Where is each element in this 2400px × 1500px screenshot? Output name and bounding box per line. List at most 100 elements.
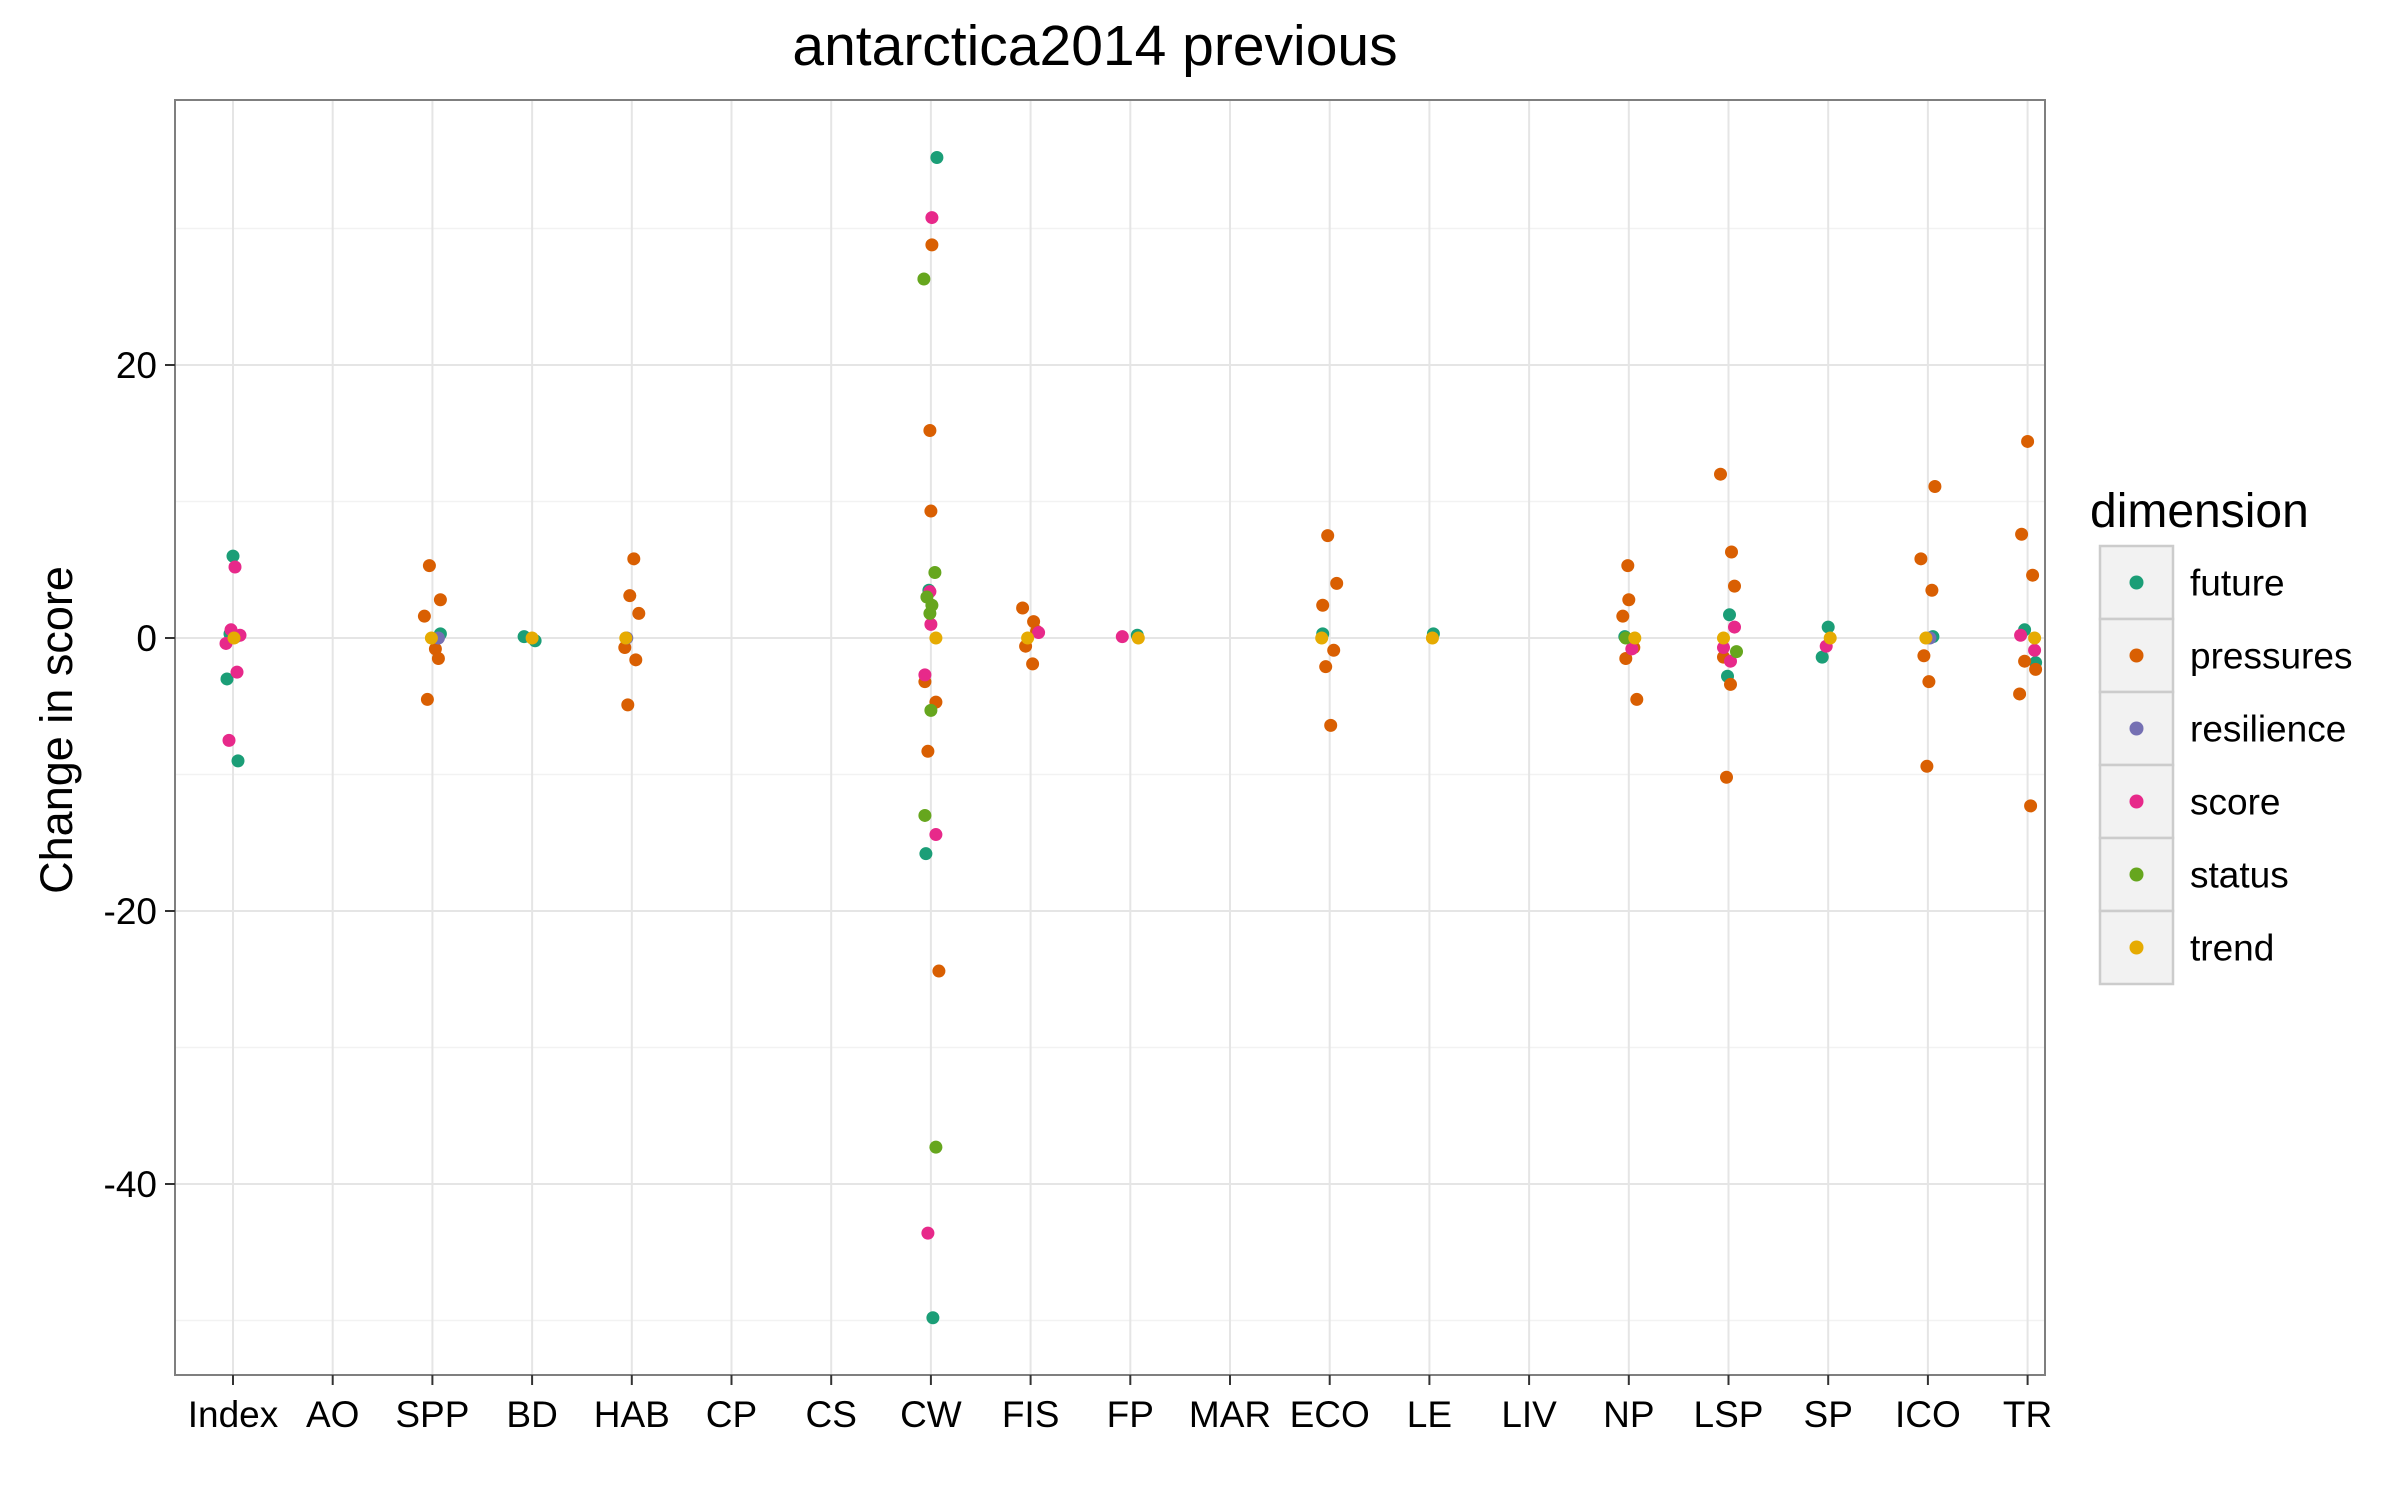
data-point-future (1815, 650, 1829, 664)
legend-label-status: status (2190, 855, 2289, 896)
data-point-status (1619, 631, 1633, 645)
data-point-pressures (1621, 559, 1635, 573)
data-point-score (1724, 654, 1737, 668)
x-tick-label: ECO (1290, 1394, 1370, 1435)
data-point-future (926, 1311, 940, 1325)
data-point-pressures (924, 504, 938, 518)
data-point-score (1728, 620, 1741, 634)
legend-label-resilience: resilience (2190, 709, 2346, 750)
data-point-score (1115, 630, 1129, 644)
y-tick-label: 20 (116, 345, 157, 386)
data-point-score (228, 560, 242, 574)
legend-label-score: score (2190, 782, 2280, 823)
legend-key-point-pressures (2129, 648, 2144, 663)
data-point-pressures (623, 589, 637, 603)
x-tick-label: HAB (594, 1394, 670, 1435)
data-point-pressures (923, 424, 937, 438)
data-point-pressures (632, 606, 646, 620)
data-point-pressures (1327, 643, 1341, 657)
data-point-pressures (1725, 545, 1738, 559)
x-tick-label: LSP (1694, 1394, 1764, 1435)
data-point-pressures (1622, 593, 1636, 607)
x-tick-label: Index (188, 1394, 279, 1435)
x-tick-label: ICO (1895, 1394, 1961, 1435)
data-point-pressures (417, 609, 431, 623)
data-point-score (222, 733, 236, 747)
y-tick-label: -20 (104, 891, 157, 932)
legend-key-point-score (2129, 794, 2144, 809)
data-point-pressures (621, 698, 635, 712)
data-point-future (231, 754, 245, 768)
data-point-pressures (1316, 598, 1330, 612)
panel-border (174, 99, 2046, 1376)
data-point-pressures (1914, 552, 1928, 566)
x-tick-label: SPP (395, 1394, 469, 1435)
data-point-pressures (2021, 434, 2035, 448)
data-point-pressures (2029, 662, 2043, 676)
data-point-status (928, 565, 942, 579)
x-tick-label: AO (306, 1394, 359, 1435)
data-point-pressures (1714, 467, 1727, 481)
data-point-pressures (1319, 660, 1333, 674)
data-point-score (230, 665, 244, 679)
x-tick-label: SP (1804, 1394, 1853, 1435)
data-point-pressures (1928, 479, 1942, 493)
data-point-status (923, 606, 937, 620)
data-point-future (226, 549, 240, 563)
data-point-future (1723, 608, 1736, 622)
data-point-pressures (1616, 609, 1630, 623)
data-point-pressures (1324, 718, 1338, 732)
data-point-trend (424, 631, 438, 645)
x-tick-label: MAR (1189, 1394, 1271, 1435)
legend-key-point-resilience (2129, 721, 2144, 736)
data-point-future (930, 151, 944, 165)
data-point-pressures (420, 692, 434, 706)
data-point-pressures (431, 651, 445, 665)
y-tick-label: -40 (104, 1164, 157, 1205)
legend-label-pressures: pressures (2190, 636, 2352, 677)
data-point-pressures (2013, 687, 2027, 701)
legend-key-point-trend (2129, 940, 2144, 955)
legend: dimension future pressures resilience score s… (2090, 485, 2352, 986)
data-point-trend (1628, 631, 1642, 645)
panel-background (175, 100, 2045, 1375)
data-point-trend (227, 631, 241, 645)
legend-key-point-future (2129, 575, 2144, 590)
data-point-pressures (1630, 692, 1644, 706)
y-axis-title: Change in score (31, 566, 82, 894)
data-point-pressures (1917, 649, 1931, 663)
data-point-trend (2028, 631, 2042, 645)
x-tick-label: FP (1107, 1394, 1154, 1435)
data-point-trend (1315, 631, 1329, 645)
x-tick-label: CS (805, 1394, 856, 1435)
x-tick-label: LE (1407, 1394, 1452, 1435)
data-point-pressures (2018, 654, 2032, 668)
data-point-trend (1823, 631, 1837, 645)
legend-title: dimension (2090, 485, 2309, 538)
data-point-pressures (629, 653, 643, 667)
legend-label-future: future (2190, 563, 2285, 604)
data-point-trend (1131, 631, 1145, 645)
data-point-future (1821, 620, 1835, 634)
data-point-pressures (925, 238, 939, 252)
data-point-pressures (1026, 657, 1040, 671)
data-point-pressures (2024, 799, 2038, 813)
data-point-pressures (1922, 675, 1936, 689)
data-point-status (1730, 645, 1743, 659)
legend-key-point-status (2129, 867, 2144, 882)
data-point-score (925, 211, 939, 225)
data-point-future (220, 672, 234, 686)
data-point-pressures (932, 964, 946, 978)
data-point-status (924, 703, 938, 717)
data-point-score (924, 617, 938, 631)
data-point-trend (1021, 631, 1035, 645)
legend-label-trend: trend (2190, 928, 2274, 969)
plot-panel: -40 -20 0 20 Index AO SPP BD HAB CP CS CW FIS FP MAR EC… (104, 99, 2052, 1435)
data-point-pressures (1720, 770, 1733, 784)
data-point-pressures (1724, 677, 1737, 691)
data-point-pressures (2026, 568, 2040, 582)
data-point-trend (525, 631, 539, 645)
data-point-pressures (1330, 576, 1344, 590)
data-point-score (1625, 642, 1639, 656)
